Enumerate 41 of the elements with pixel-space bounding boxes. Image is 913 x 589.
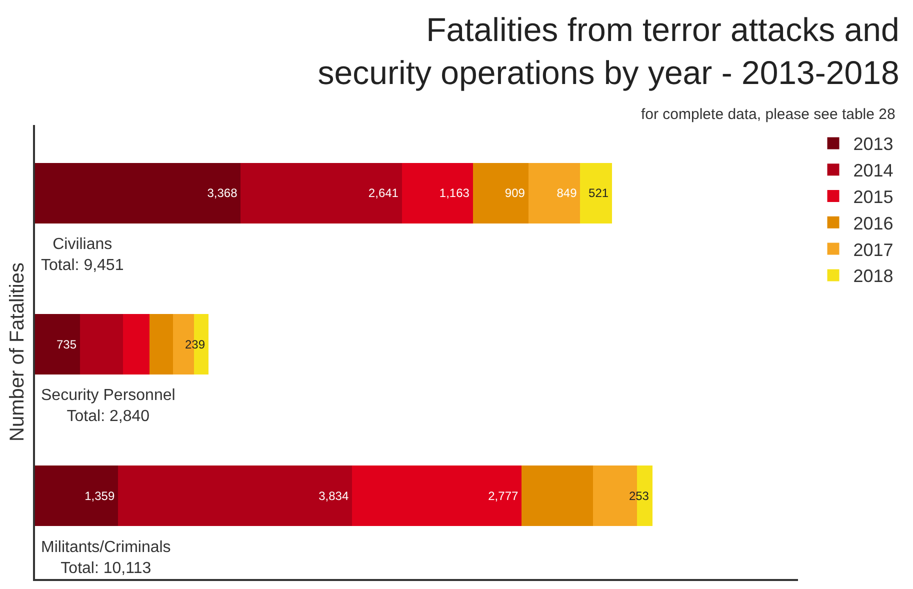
- legend-label: 2016: [853, 213, 894, 234]
- y-axis-title: Number of Fatalities: [6, 262, 28, 442]
- data-label: 2,641: [368, 186, 399, 200]
- total-label: Total: 10,113: [60, 560, 152, 577]
- chart-subtitle: for complete data, please see table 28: [641, 106, 896, 123]
- total-label: Total: 2,840: [66, 408, 150, 425]
- bar: [122, 314, 150, 375]
- bar: [80, 314, 123, 375]
- bar: [35, 162, 241, 224]
- bar: [35, 314, 80, 375]
- data-label: 253: [628, 488, 650, 503]
- chart-title: Fatalities from terror attacks and security operations by year - 2013-2018: [318, 11, 900, 92]
- bar: [35, 466, 118, 526]
- y-tick-label: Security Personnel: [41, 387, 176, 404]
- data-label: 1,359: [84, 488, 115, 503]
- legend-label: 2015: [853, 187, 894, 208]
- total-label: Total: 9,451: [41, 256, 124, 274]
- data-label: 239: [185, 337, 206, 352]
- data-label: 2,777: [488, 488, 518, 503]
- legend-label: 2013: [853, 134, 894, 154]
- data-label: 1,163: [439, 186, 470, 200]
- legend-label: 2018: [853, 266, 894, 286]
- data-label: 3,368: [207, 186, 238, 200]
- y-tick-label: Civilians: [52, 236, 112, 253]
- bar: [580, 162, 612, 224]
- bar: [352, 466, 522, 526]
- data-label: 735: [56, 337, 77, 352]
- bar: [521, 466, 593, 526]
- data-label: 909: [504, 186, 526, 200]
- bar: [150, 314, 173, 375]
- bar: [240, 162, 402, 224]
- y-tick-label: Militants/Criminals: [41, 539, 171, 556]
- bar: [528, 162, 580, 224]
- bar: [402, 162, 473, 224]
- data-label: 849: [556, 186, 578, 200]
- data-label: 521: [588, 186, 609, 200]
- bar: [472, 162, 528, 224]
- legend-label: 2014: [853, 160, 894, 181]
- data-label: 3,834: [318, 488, 349, 503]
- legend-label: 2017: [853, 240, 894, 260]
- bar: [118, 466, 352, 526]
